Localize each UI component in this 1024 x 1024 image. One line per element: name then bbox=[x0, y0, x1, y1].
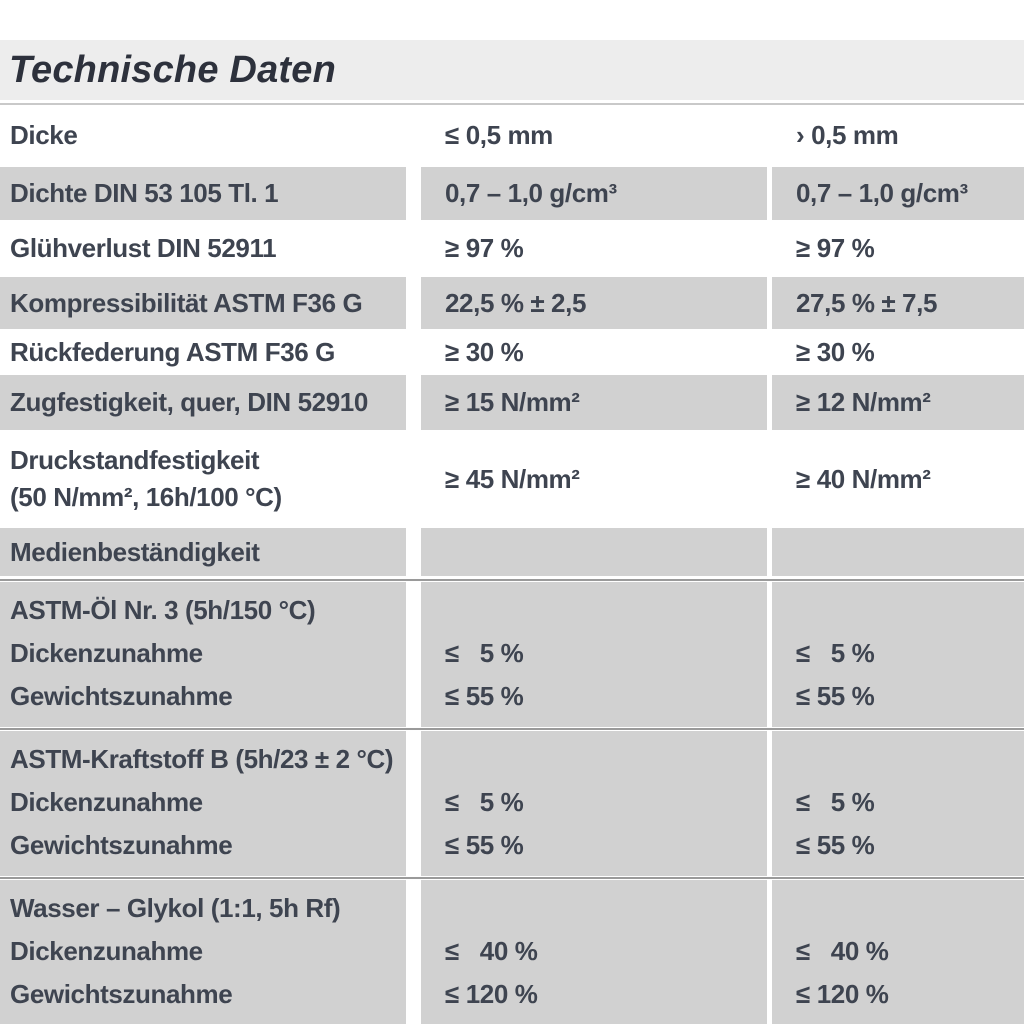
value-col1: ≥ 45 N/mm² bbox=[445, 463, 580, 494]
section-astm-kraftstoff: ASTM-Kraftstoff B (5h/23 ± 2 °C) Dickenz… bbox=[0, 731, 1024, 876]
value-col2: ≥ 97 % bbox=[796, 233, 875, 263]
column-gap bbox=[767, 433, 772, 525]
table-row-zugfestigkeit: Zugfestigkeit, quer, DIN 52910 ≥ 15 N/mm… bbox=[0, 375, 1024, 430]
row-label: Medienbeständigkeit bbox=[0, 528, 406, 576]
column-gap bbox=[767, 731, 772, 876]
title-band: Technische Daten bbox=[0, 40, 1024, 100]
table-row-druckstandfestigkeit: Druckstandfestigkeit (50 N/mm², 16h/100 … bbox=[0, 433, 1024, 525]
row-label: Kompressibilität ASTM F36 G bbox=[0, 277, 406, 329]
row-label-line1: Druckstandfestigkeit bbox=[10, 445, 260, 475]
section-values-col2: ≤ 5 % ≤ 55 % bbox=[772, 731, 1024, 876]
subrow-value: ≤ 40 % bbox=[445, 936, 538, 966]
section-labels: ASTM-Kraftstoff B (5h/23 ± 2 °C) Dickenz… bbox=[0, 731, 406, 876]
value-col1 bbox=[421, 528, 767, 576]
section-heading-medienbestaendigkeit: Medienbeständigkeit bbox=[0, 528, 1024, 576]
row-label: Dichte DIN 53 105 Tl. 1 bbox=[0, 167, 406, 220]
subrow-value: ≤ 120 % bbox=[796, 979, 889, 1009]
value-col2: 27,5 % ± 7,5 bbox=[772, 277, 1024, 329]
section-divider bbox=[0, 728, 1024, 730]
column-gap bbox=[406, 375, 421, 430]
column-gap bbox=[767, 582, 772, 727]
column-gap bbox=[406, 167, 421, 220]
row-label: Zugfestigkeit, quer, DIN 52910 bbox=[0, 375, 406, 430]
section-values-col2: ≤ 40 % ≤ 120 % bbox=[772, 880, 1024, 1024]
column-gap bbox=[406, 223, 421, 274]
subrow-value: ≤ 5 % bbox=[445, 638, 524, 668]
value-col1: ≤ 0,5 mm bbox=[445, 120, 553, 150]
column-gap bbox=[406, 731, 421, 876]
table-row-dichte: Dichte DIN 53 105 Tl. 1 0,7 – 1,0 g/cm³ … bbox=[0, 167, 1024, 220]
section-divider bbox=[0, 579, 1024, 581]
column-gap bbox=[767, 167, 772, 220]
header-row-dicke: Dicke ≤ 0,5 mm › 0,5 mm bbox=[0, 107, 1024, 164]
column-gap bbox=[767, 332, 772, 372]
value-col2 bbox=[772, 528, 1024, 576]
column-gap bbox=[406, 433, 421, 525]
subrow-label: Dickenzunahme bbox=[10, 936, 203, 966]
value-col2: ≥ 40 N/mm² bbox=[796, 463, 931, 494]
row-label: Rückfederung ASTM F36 G bbox=[10, 336, 335, 367]
table-row-kompressibilitaet: Kompressibilität ASTM F36 G 22,5 % ± 2,5… bbox=[0, 277, 1024, 329]
section-labels: Wasser – Glykol (1:1, 5h Rf) Dickenzunah… bbox=[0, 880, 406, 1024]
subrow-value: ≤ 55 % bbox=[796, 830, 875, 860]
row-label: Druckstandfestigkeit (50 N/mm², 16h/100 … bbox=[0, 433, 406, 525]
column-gap bbox=[767, 375, 772, 430]
column-gap bbox=[406, 528, 421, 576]
section-wasser-glykol: Wasser – Glykol (1:1, 5h Rf) Dickenzunah… bbox=[0, 880, 1024, 1024]
table-row-gluehverlust: Glühverlust DIN 52911 ≥ 97 % ≥ 97 % bbox=[0, 223, 1024, 274]
column-gap bbox=[406, 332, 421, 372]
value-col2: 0,7 – 1,0 g/cm³ bbox=[772, 167, 1024, 220]
column-gap bbox=[767, 528, 772, 576]
row-label: Glühverlust DIN 52911 bbox=[10, 233, 277, 263]
value-col2: ≥ 30 % bbox=[796, 336, 875, 367]
subrow-value: ≤ 5 % bbox=[796, 638, 875, 668]
subrow-value: ≤ 5 % bbox=[445, 787, 524, 817]
section-values-col1: ≤ 40 % ≤ 120 % bbox=[421, 880, 767, 1024]
subrow-value: ≤ 120 % bbox=[445, 979, 538, 1009]
subrow-value: ≤ 55 % bbox=[796, 681, 875, 711]
section-labels: ASTM-Öl Nr. 3 (5h/150 °C) Dickenzunahme … bbox=[0, 582, 406, 727]
value-col1: ≥ 15 N/mm² bbox=[421, 375, 767, 430]
section-astm-oel: ASTM-Öl Nr. 3 (5h/150 °C) Dickenzunahme … bbox=[0, 582, 1024, 727]
value-col1: 22,5 % ± 2,5 bbox=[421, 277, 767, 329]
value-col1: 0,7 – 1,0 g/cm³ bbox=[421, 167, 767, 220]
column-gap bbox=[406, 107, 421, 164]
subrow-value: ≤ 55 % bbox=[445, 830, 524, 860]
datasheet-page: Technische Daten Dicke ≤ 0,5 mm › 0,5 mm… bbox=[0, 40, 1024, 1024]
section-header: ASTM-Kraftstoff B (5h/23 ± 2 °C) bbox=[10, 744, 394, 774]
row-label: Dicke bbox=[10, 120, 78, 150]
column-gap bbox=[767, 223, 772, 274]
table-row-rueckfederung: Rückfederung ASTM F36 G ≥ 30 % ≥ 30 % bbox=[0, 332, 1024, 372]
subrow-value: ≤ 40 % bbox=[796, 936, 889, 966]
subrow-label: Gewichtszunahme bbox=[10, 681, 233, 711]
section-header: ASTM-Öl Nr. 3 (5h/150 °C) bbox=[10, 595, 316, 625]
subrow-label: Gewichtszunahme bbox=[10, 979, 233, 1009]
subrow-label: Gewichtszunahme bbox=[10, 830, 233, 860]
subrow-label: Dickenzunahme bbox=[10, 638, 203, 668]
column-gap bbox=[406, 880, 421, 1024]
column-gap bbox=[406, 277, 421, 329]
section-header: Wasser – Glykol (1:1, 5h Rf) bbox=[10, 893, 341, 923]
value-col2: ≥ 12 N/mm² bbox=[772, 375, 1024, 430]
value-col1: ≥ 97 % bbox=[445, 233, 524, 263]
section-values-col2: ≤ 5 % ≤ 55 % bbox=[772, 582, 1024, 727]
subrow-value: ≤ 5 % bbox=[796, 787, 875, 817]
value-col2: › 0,5 mm bbox=[796, 120, 899, 150]
section-values-col1: ≤ 5 % ≤ 55 % bbox=[421, 582, 767, 727]
column-gap bbox=[406, 582, 421, 727]
technical-data-table: Dicke ≤ 0,5 mm › 0,5 mm Dichte DIN 53 10… bbox=[0, 103, 1024, 1024]
column-gap bbox=[767, 880, 772, 1024]
value-col1: ≥ 30 % bbox=[445, 336, 524, 367]
column-gap bbox=[767, 107, 772, 164]
subrow-value: ≤ 55 % bbox=[445, 681, 524, 711]
subrow-label: Dickenzunahme bbox=[10, 787, 203, 817]
section-divider bbox=[0, 877, 1024, 879]
section-values-col1: ≤ 5 % ≤ 55 % bbox=[421, 731, 767, 876]
page-title: Technische Daten bbox=[9, 48, 336, 91]
column-gap bbox=[767, 277, 772, 329]
row-label-line2: (50 N/mm², 16h/100 °C) bbox=[10, 482, 282, 512]
